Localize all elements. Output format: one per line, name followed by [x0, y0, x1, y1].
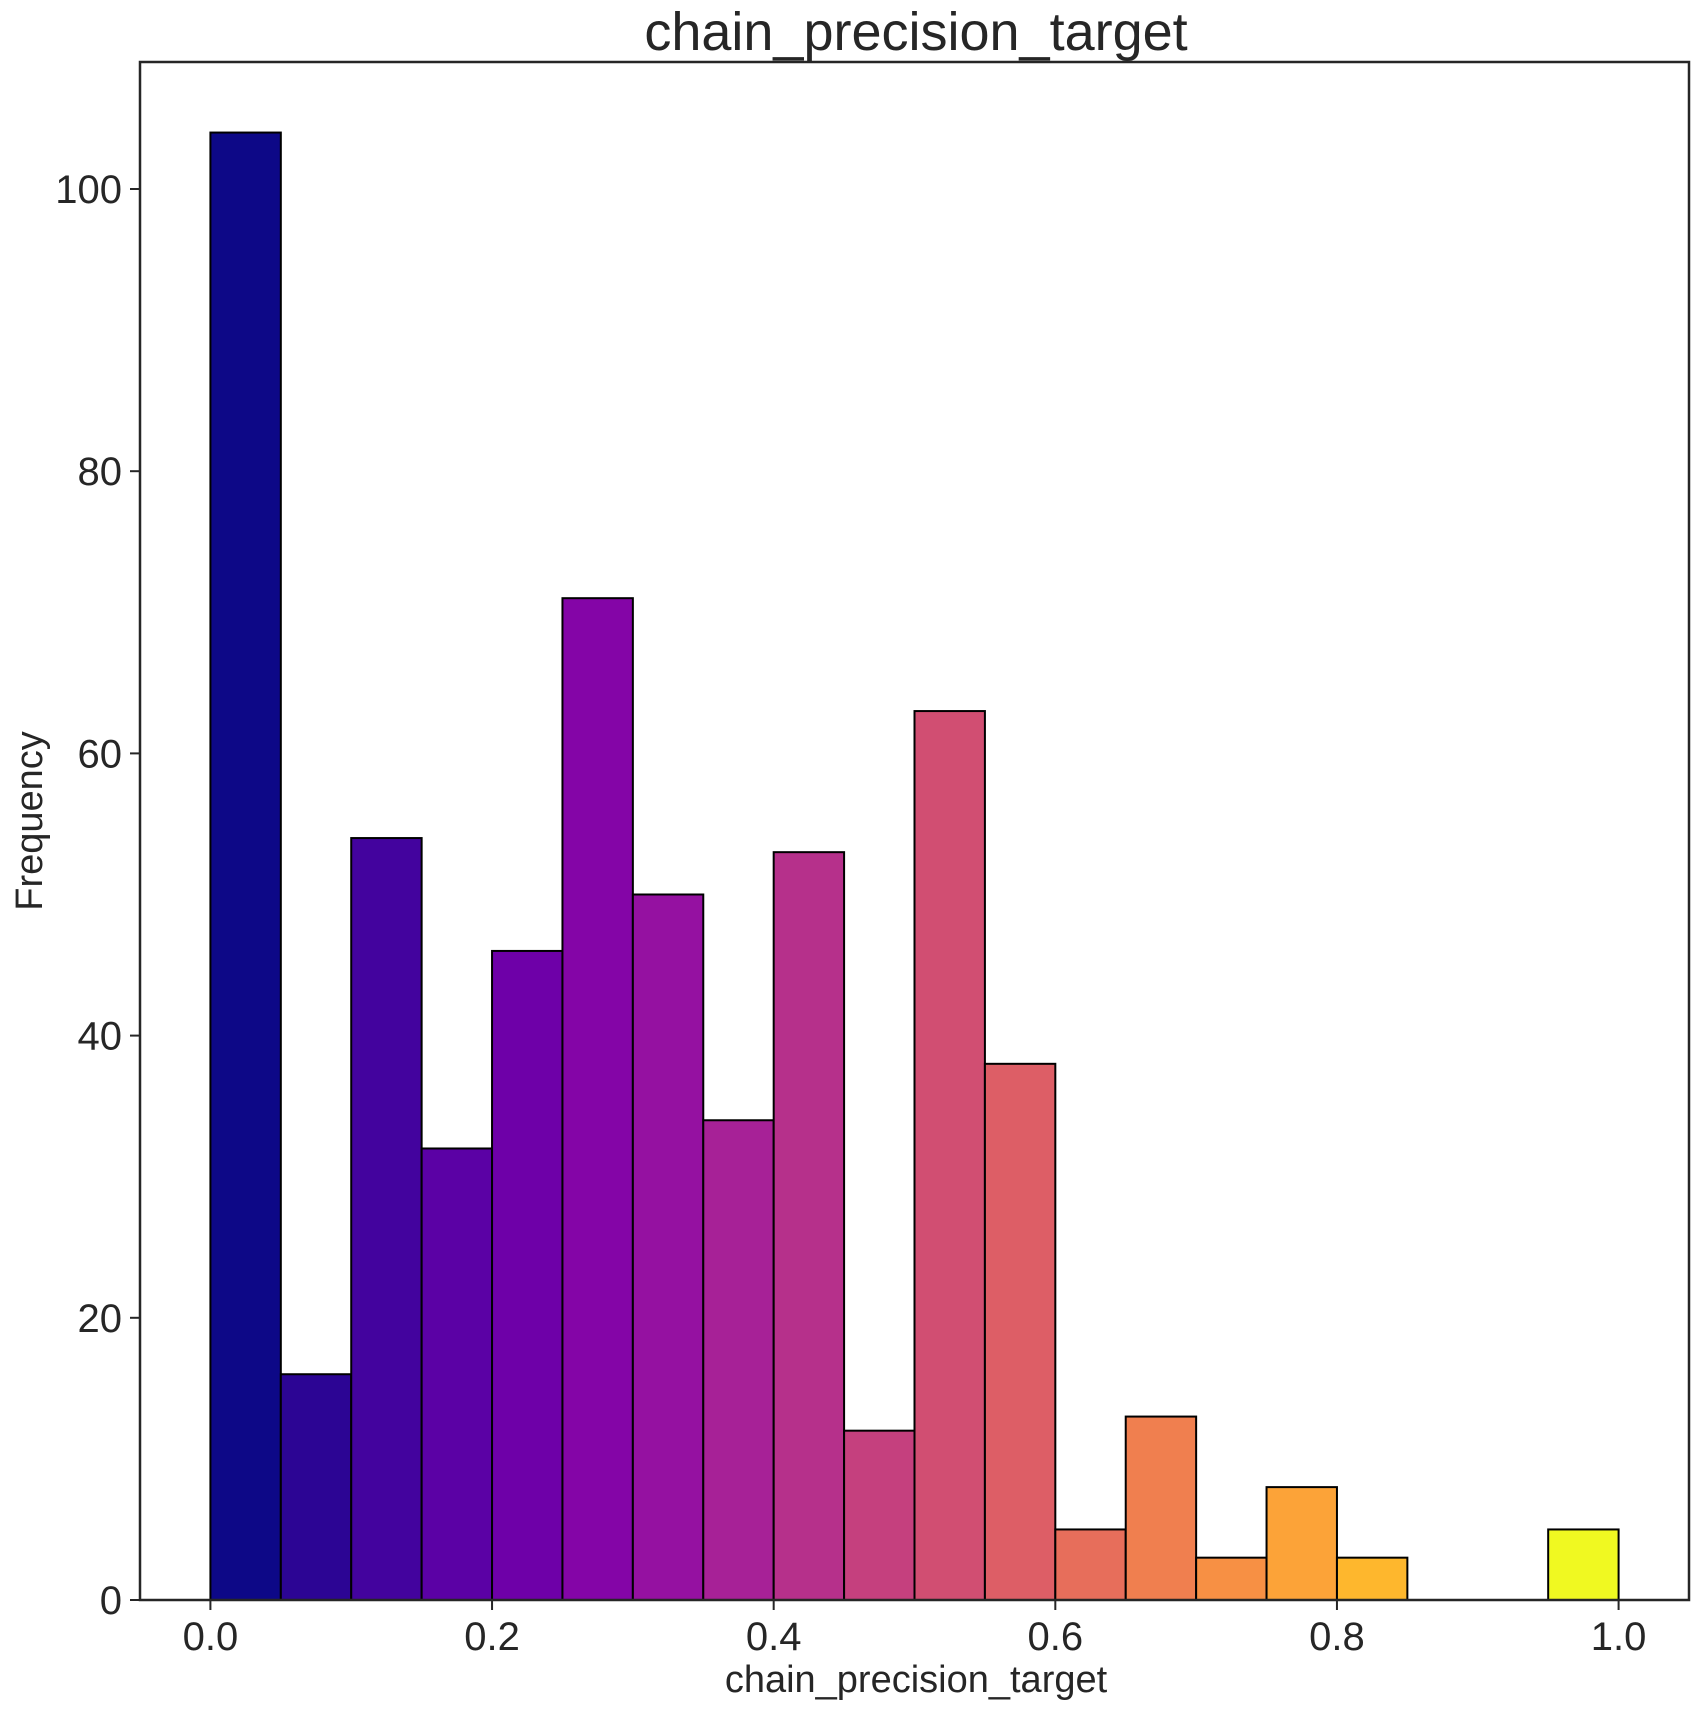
y-tick-label: 60 — [78, 732, 123, 776]
histogram-bar — [561, 597, 634, 1601]
histogram-bar — [1124, 1415, 1198, 1602]
histogram-bar — [209, 131, 282, 1602]
histogram-bar — [631, 893, 705, 1601]
y-tick-label: 80 — [78, 450, 123, 494]
x-tick-label: 0.4 — [746, 1615, 802, 1659]
plot-frame — [138, 60, 1691, 1602]
histogram-bar — [983, 1062, 1057, 1601]
histogram-bar — [1054, 1528, 1127, 1602]
x-tick-label: 0.6 — [1028, 1615, 1084, 1659]
y-tick-label: 0 — [100, 1579, 122, 1623]
x-tick-label: 0.2 — [464, 1615, 520, 1659]
histogram-bar — [1265, 1486, 1338, 1601]
y-tick-label: 100 — [55, 168, 122, 212]
histogram-bars — [209, 131, 1620, 1602]
x-tick-label: 0.0 — [183, 1615, 239, 1659]
histogram-bar — [420, 1147, 494, 1601]
histogram-bar — [1335, 1556, 1409, 1601]
histogram-bar — [772, 851, 846, 1601]
histogram-bar — [843, 1429, 916, 1602]
x-axis-label: chain_precision_target — [725, 1659, 1108, 1701]
y-axis-label: Frequency — [9, 731, 51, 911]
histogram-bar — [491, 949, 564, 1601]
histogram-bar — [1547, 1528, 1620, 1602]
y-tick-label: 40 — [78, 1015, 123, 1059]
y-axis-ticks: 0 20 40 60 80 100 — [55, 168, 140, 1623]
chart-title: chain_precision_target — [644, 2, 1187, 62]
histogram-bar — [913, 710, 986, 1601]
x-tick-label: 1.0 — [1591, 1615, 1647, 1659]
histogram-bar — [350, 837, 423, 1601]
x-tick-label: 0.8 — [1309, 1615, 1365, 1659]
histogram-bar — [1195, 1556, 1268, 1601]
histogram-bar — [279, 1373, 353, 1601]
histogram-bar — [702, 1119, 775, 1601]
y-tick-label: 20 — [78, 1297, 123, 1341]
x-axis-ticks: 0.0 0.2 0.4 0.6 0.8 1.0 — [183, 1600, 1647, 1659]
